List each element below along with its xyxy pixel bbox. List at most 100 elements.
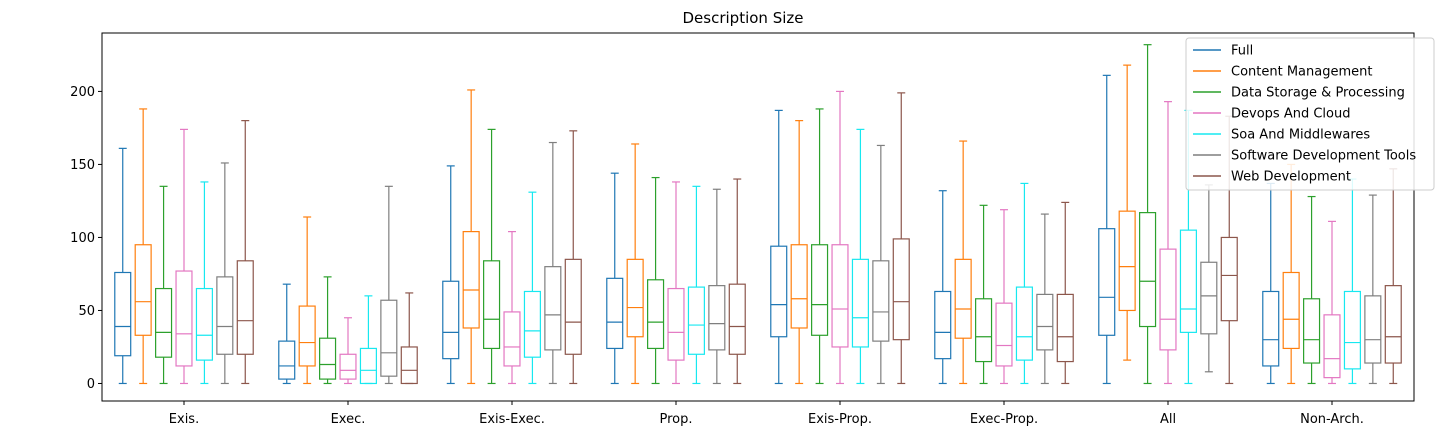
series-2: [134, 64, 1300, 385]
y-tick-label: 50: [78, 304, 95, 319]
legend: Full Content Management Data Storage & Pro…: [1185, 37, 1435, 191]
box-series-3-cat-5: [811, 108, 829, 385]
box-series-4-cat-1: [175, 128, 193, 385]
box-body: [851, 258, 869, 348]
box-body: [728, 283, 746, 355]
box-body: [667, 287, 685, 361]
box-series-3-cat-8: [1303, 195, 1321, 385]
box-series-6-cat-2: [380, 185, 398, 385]
box-body: [278, 340, 296, 380]
series-5: [195, 109, 1361, 385]
y-tick-label: 0: [87, 377, 95, 392]
box-body: [1056, 293, 1074, 363]
box-series-3-cat-7: [1139, 44, 1157, 385]
box-series-4-cat-5: [831, 90, 849, 385]
series-6: [216, 141, 1382, 385]
box-series-6-cat-8: [1364, 194, 1382, 385]
box-series-4-cat-6: [995, 209, 1013, 385]
box-series-1-cat-8: [1262, 182, 1280, 385]
box-series-1-cat-1: [114, 147, 132, 385]
box-body: [954, 258, 972, 339]
series-4: [175, 90, 1341, 385]
box-series-2-cat-4: [626, 143, 644, 385]
box-body: [298, 305, 316, 367]
y-tick-label: 150: [70, 158, 95, 173]
box-series-5-cat-2: [359, 295, 377, 385]
box-body: [564, 258, 582, 355]
box-body: [319, 337, 337, 380]
legend-item-4: Devops And Cloud: [1193, 107, 1350, 122]
box-series-1-cat-7: [1098, 74, 1116, 385]
legend-item-3: Data Storage & Processing: [1193, 86, 1405, 101]
box-series-3-cat-1: [155, 185, 173, 385]
box-series-3-cat-2: [319, 276, 337, 385]
box-body: [995, 302, 1013, 367]
box-series-1-cat-6: [934, 190, 952, 385]
box-series-1-cat-2: [278, 283, 296, 385]
box-body: [831, 244, 849, 348]
box-series-5-cat-5: [851, 128, 869, 385]
box-series-6-cat-6: [1036, 213, 1054, 385]
box-body: [606, 277, 624, 350]
box-series-1-cat-3: [442, 165, 460, 385]
box-series-7-cat-1: [236, 120, 254, 385]
box-body: [400, 346, 418, 385]
box-body: [1118, 210, 1136, 312]
legend-label: Full: [1231, 44, 1253, 59]
axes-frame: [101, 32, 1415, 402]
x-tick-label: Exis-Exec.: [479, 412, 545, 427]
box-body: [790, 244, 808, 329]
box-body: [975, 298, 993, 363]
box-series-4-cat-7: [1159, 101, 1177, 385]
box-body: [1303, 298, 1321, 364]
box-series-3-cat-6: [975, 204, 993, 385]
box-series-7-cat-4: [728, 178, 746, 385]
box-series-4-cat-8: [1323, 220, 1341, 385]
box-series-2-cat-6: [954, 140, 972, 385]
box-series-5-cat-1: [195, 181, 213, 385]
box-series-6-cat-4: [708, 188, 726, 385]
box-series-7-cat-2: [400, 292, 418, 385]
box-series-2-cat-5: [790, 120, 808, 385]
box-body: [195, 287, 213, 361]
y-tick-label: 100: [70, 231, 95, 246]
box-body: [1179, 229, 1197, 333]
box-body: [1015, 286, 1033, 361]
x-tick-label: Exis.: [169, 412, 199, 427]
box-series-5-cat-4: [687, 185, 705, 385]
box-series-6-cat-5: [872, 144, 890, 385]
chart-title: Description Size: [683, 9, 804, 27]
legend-item-6: Software Development Tools: [1193, 149, 1416, 164]
box-series-1-cat-5: [770, 109, 788, 385]
x-tick-label: Exec-Prop.: [970, 412, 1038, 427]
legend-label: Content Management: [1231, 65, 1372, 80]
box-body: [770, 245, 788, 338]
box-series-5-cat-8: [1343, 178, 1361, 385]
box-series-7-cat-3: [564, 130, 582, 385]
box-body: [216, 276, 234, 355]
legend-box: [1185, 37, 1435, 191]
legend-item-5: Soa And Middlewares: [1193, 128, 1370, 143]
box-body: [1220, 236, 1238, 322]
x-tick-label: Exis-Prop.: [808, 412, 872, 427]
box-body: [1159, 248, 1177, 351]
box-series-2-cat-8: [1282, 163, 1300, 385]
box-series-4-cat-3: [503, 231, 521, 385]
box-body: [811, 244, 829, 336]
legend-label: Devops And Cloud: [1231, 107, 1350, 122]
box-body: [1262, 290, 1280, 367]
box-series-2-cat-3: [462, 89, 480, 385]
box-body: [483, 260, 501, 350]
legend-item-1: Full: [1193, 44, 1253, 59]
box-body: [380, 299, 398, 377]
box-series-7-cat-8: [1384, 168, 1402, 385]
x-tick-label: All: [1160, 412, 1176, 427]
x-axis: Exis. Exec. Exis-Exec. Prop. Exis-Prop. Exec-…: [169, 401, 1364, 427]
legend-label: Software Development Tools: [1231, 149, 1416, 164]
box-series-6-cat-3: [544, 141, 562, 385]
box-series-2-cat-1: [134, 108, 152, 385]
box-body: [1036, 293, 1054, 351]
plot-area: [114, 44, 1402, 385]
box-body: [134, 244, 152, 336]
